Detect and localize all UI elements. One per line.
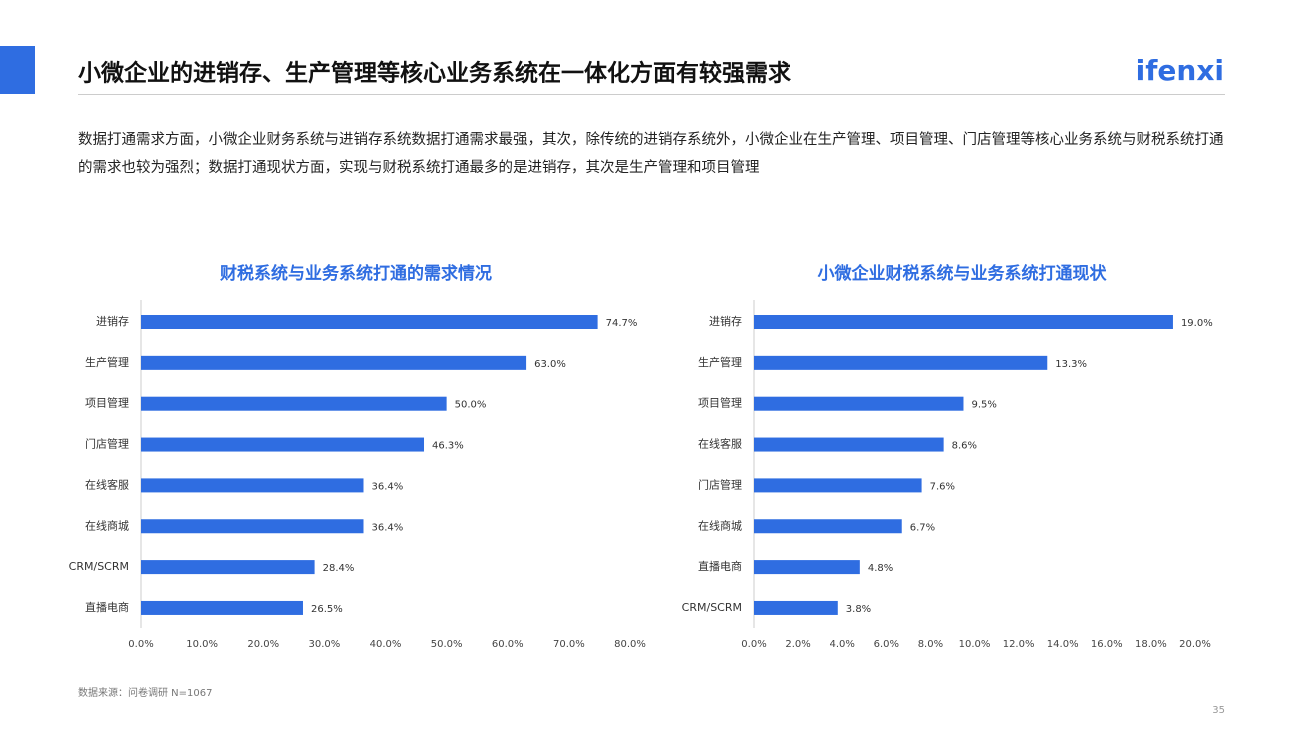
x-tick-label: 2.0% (785, 639, 810, 650)
bar (754, 600, 838, 615)
slide-title: 小微企业的进销存、生产管理等核心业务系统在一体化方面有较强需求 (78, 60, 791, 87)
category-label: 直播电商 (698, 559, 742, 573)
logo: ifenxi (1136, 54, 1224, 87)
x-tick-label: 50.0% (431, 639, 463, 650)
category-label: 直播电商 (85, 600, 129, 614)
value-label: 6.7% (910, 522, 935, 533)
source: 数据来源：问卷调研 N=1067 (78, 686, 213, 699)
category-label: 在线商城 (698, 518, 742, 532)
value-label: 28.4% (323, 563, 355, 574)
category-label: 门店管理 (698, 477, 742, 491)
x-tick-label: 20.0% (247, 639, 279, 650)
category-label: 门店管理 (85, 437, 129, 451)
x-tick-label: 0.0% (128, 639, 153, 650)
x-tick-label: 18.0% (1135, 639, 1167, 650)
x-tick-label: 8.0% (918, 639, 943, 650)
x-tick-label: 60.0% (492, 639, 524, 650)
value-label: 9.5% (971, 400, 996, 411)
value-label: 4.8% (868, 563, 893, 574)
category-label: 在线客服 (698, 437, 742, 451)
value-label: 46.3% (432, 441, 464, 452)
value-label: 3.8% (846, 604, 871, 615)
bar (754, 355, 1048, 370)
bar (754, 519, 902, 534)
category-label: 在线客服 (85, 477, 129, 491)
x-tick-label: 10.0% (186, 639, 218, 650)
bar (754, 315, 1173, 329)
x-tick-label: 80.0% (614, 639, 646, 650)
value-label: 7.6% (930, 481, 955, 492)
bar (141, 560, 315, 575)
bar (141, 519, 364, 534)
accent-bar (0, 46, 35, 94)
x-tick-label: 70.0% (553, 639, 585, 650)
bar (754, 560, 860, 575)
value-label: 74.7% (606, 318, 638, 329)
bar (754, 437, 944, 452)
value-label: 50.0% (455, 400, 487, 411)
category-label: 进销存 (96, 314, 129, 328)
x-tick-label: 30.0% (308, 639, 340, 650)
x-tick-label: 12.0% (1003, 639, 1035, 650)
value-label: 26.5% (311, 604, 343, 615)
category-label: CRM/SCRM (69, 560, 129, 573)
value-label: 63.0% (534, 359, 566, 370)
x-tick-label: 4.0% (829, 639, 854, 650)
value-label: 19.0% (1181, 318, 1213, 329)
x-tick-label: 16.0% (1091, 639, 1123, 650)
category-label: 项目管理 (85, 396, 129, 410)
x-tick-label: 40.0% (370, 639, 402, 650)
value-label: 13.3% (1055, 359, 1087, 370)
category-label: 进销存 (709, 314, 742, 328)
x-tick-label: 14.0% (1047, 639, 1079, 650)
bar (141, 396, 447, 411)
category-label: CRM/SCRM (682, 601, 742, 614)
x-tick-label: 6.0% (874, 639, 899, 650)
bar (141, 437, 425, 452)
bar (141, 478, 364, 493)
category-label: 生产管理 (85, 355, 129, 369)
description: 数据打通需求方面，小微企业财务系统与进销存系统数据打通需求最强，其次，除传统的进… (78, 132, 1224, 176)
chart-title: 财税系统与业务系统打通的需求情况 (219, 263, 492, 284)
x-tick-label: 10.0% (959, 639, 991, 650)
category-label: 在线商城 (85, 518, 129, 532)
category-label: 项目管理 (698, 396, 742, 410)
x-tick-label: 0.0% (741, 639, 766, 650)
category-label: 生产管理 (698, 355, 742, 369)
bar (754, 396, 964, 411)
value-label: 36.4% (371, 481, 403, 492)
value-label: 36.4% (371, 522, 403, 533)
chart-title: 小微企业财税系统与业务系统打通现状 (818, 263, 1108, 284)
bar (141, 315, 598, 329)
bar (141, 600, 303, 615)
value-label: 8.6% (952, 441, 977, 452)
page-number: 35 (1212, 705, 1225, 716)
bar (754, 478, 922, 493)
x-tick-label: 20.0% (1179, 639, 1211, 650)
bar (141, 355, 527, 370)
